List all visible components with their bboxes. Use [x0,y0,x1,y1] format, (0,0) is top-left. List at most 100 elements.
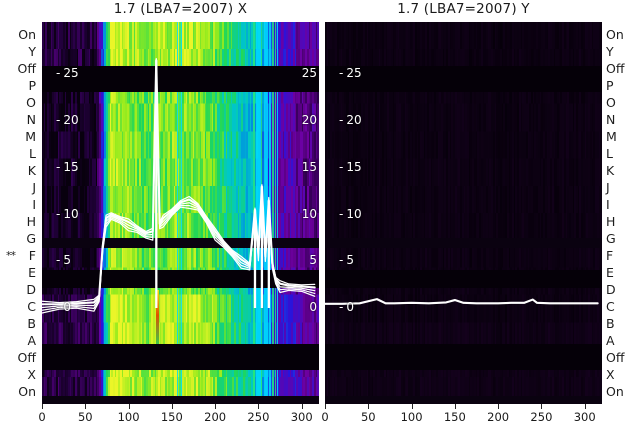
heatmap-column [406,22,409,404]
category-label-left-f-13: F [28,248,36,263]
heatmap-column [116,22,120,404]
y-tick-label-15: -15 [339,159,362,174]
x-axis-panel-y: 0 50 100 150 200 250 300 [321,404,602,440]
rfi-line [255,22,258,404]
heatmap-column [187,22,191,404]
heatmap-column [572,22,576,404]
y-tick-label-25: -25 [339,66,362,81]
heatmap-column [106,22,109,404]
amplitude-trace-x [42,57,316,314]
heatmap-column [550,22,553,404]
heatmap-column [586,22,590,404]
heatmap-column [581,22,584,404]
heatmap-column [161,22,165,404]
heatmap-column [511,22,515,404]
heatmap-column [201,22,204,404]
heatmap-column [513,22,517,404]
category-label-left-h-11: H [26,214,36,229]
heatmap-column [482,22,486,404]
x-tick-label-300: 300 [290,410,313,424]
heatmap-image-y [325,22,602,404]
trace-spike [260,186,264,308]
heatmap-column [380,22,384,404]
heatmap-column [206,22,210,404]
trace-line [325,298,599,305]
trace-line [42,61,316,309]
category-label-left-n-5: N [26,112,36,127]
heatmap-column [458,22,461,404]
x-tick-mark [85,404,87,409]
heatmap-column [487,22,491,404]
y-tick-label-0: -0 [56,300,71,314]
heatmap-column [248,22,251,404]
x-tick-label-200: 200 [487,410,510,424]
heatmap-panel-x[interactable]: -0 0 -5 5 -10 10 -15 15 -20 20 -25 25 [42,22,319,404]
heatmap-column [289,22,293,404]
heatmap-column [390,22,394,404]
x-tick-label-250: 250 [247,410,270,424]
heatmap-column [596,22,600,404]
heatmap-column [537,22,541,404]
heatmap-column [382,22,385,404]
y-tick-label-25: -25 [56,66,79,81]
heatmap-column [272,22,275,404]
x-tick-mark [411,404,413,409]
heatmap-column [428,22,432,404]
heatmap-column [569,22,572,404]
heatmap-column [175,22,178,404]
category-label-left-k-8: K [27,163,36,178]
y-tick-label-10: -10 [339,206,362,221]
heatmap-column [335,22,338,404]
heatmap-column [119,22,123,404]
heatmap-column [185,22,189,404]
category-label-right-e-14: E [606,265,614,280]
heatmap-column [235,22,239,404]
heatmap-column [171,22,175,404]
x-tick-label-0: 0 [321,410,329,424]
heatmap-column [166,22,170,404]
heatmap-column [145,22,149,404]
heatmap-column [156,22,159,404]
heatmap-column [196,22,199,404]
heatmap-column [434,22,437,404]
x-tick-mark [541,404,543,409]
category-label-left-b-17: B [27,316,36,331]
heatmap-column [551,22,555,404]
heatmap-column [81,22,85,404]
row-separators-x [42,22,319,404]
heatmap-column [178,22,182,404]
x-tick-label-150: 150 [160,410,183,424]
row-separator [325,344,602,370]
trace-line [42,59,316,306]
x-tick-mark [215,404,217,409]
x-tick-mark [498,404,500,409]
heatmap-column [87,22,90,404]
heatmap-image-x [42,22,319,404]
heatmap-column [437,22,441,404]
heatmap-column [546,22,550,404]
heatmap-column [97,22,101,404]
heatmap-column [491,22,494,404]
heatmap-column [199,22,203,404]
category-label-right-g-12: G [606,231,616,246]
heatmap-column [539,22,543,404]
heatmap-column [598,22,602,404]
heatmap-column [261,22,265,404]
heatmap-column [541,22,545,404]
row-separator [325,396,602,404]
heatmap-column [499,22,503,404]
heatmap-column [427,22,430,404]
heatmap-column [399,22,403,404]
heatmap-column [273,22,277,404]
category-label-left-l-7: L [29,146,36,161]
category-label-left-d-15: D [26,282,36,297]
heatmap-panel-y[interactable]: -0 -5 -10 -15 -20 -25 [325,22,602,404]
trace-spike [267,200,270,308]
category-label-right-on-0: On [606,27,624,42]
heatmap-column [430,22,434,404]
category-label-right-off-19: Off [606,350,625,365]
heatmap-column [522,22,525,404]
heatmap-column [524,22,527,404]
heatmap-column [157,22,161,404]
heatmap-column [567,22,570,404]
